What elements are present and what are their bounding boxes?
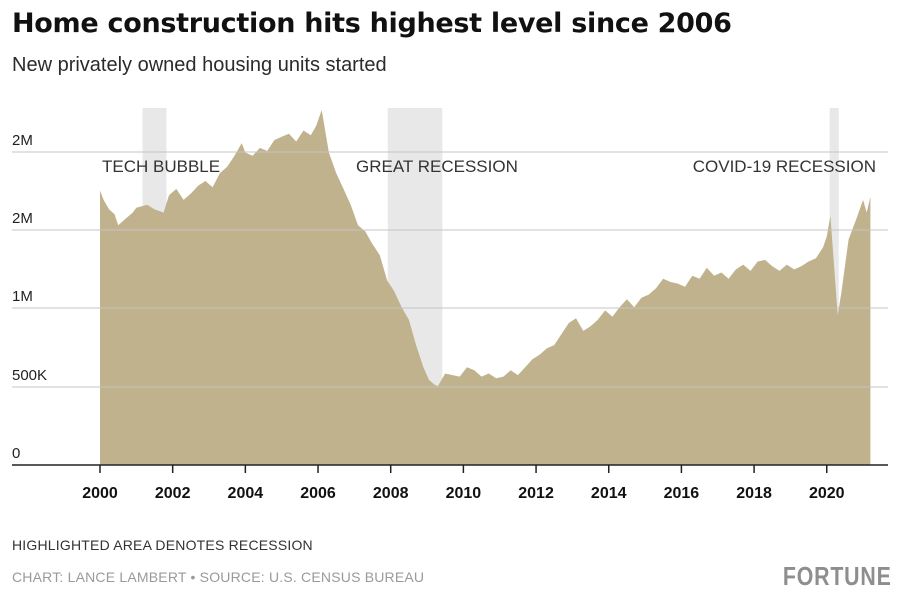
x-tick-label: 2008 (373, 485, 409, 502)
recession-label-3: COVID-19 RECESSION (693, 157, 876, 176)
chart-title: Home construction hits highest level sin… (12, 8, 732, 39)
y-tick-label: 500K (12, 367, 47, 384)
chart-subtitle: New privately owned housing units starte… (12, 54, 387, 76)
x-tick-label: 2020 (809, 485, 845, 502)
source-credit: CHART: LANCE LAMBERT • SOURCE: U.S. CENS… (12, 569, 425, 585)
plot-area (12, 110, 888, 465)
x-tick-label: 2000 (82, 485, 118, 502)
recession-label-2: GREAT RECESSION (356, 157, 518, 176)
x-tick-label: 2018 (736, 485, 772, 502)
x-tick-label: 2016 (664, 485, 700, 502)
recession-labels: TECH BUBBLE GREAT RECESSION COVID-19 RECES… (102, 157, 876, 176)
y-tick-label: 0 (12, 445, 20, 462)
axes: 0 500K 1M 2M 2M 2000 2002 2004 2006 2008 2010 2012 2… (12, 132, 888, 502)
fortune-logo: FORTUNE (783, 561, 892, 591)
y-tick-label: 2M (12, 132, 33, 149)
x-tick-label: 2014 (591, 485, 627, 502)
x-tick-label: 2004 (228, 485, 264, 502)
x-tick-label: 2006 (300, 485, 336, 502)
y-tick-label: 1M (12, 288, 33, 305)
x-tick-label: 2002 (155, 485, 191, 502)
recession-note: HIGHLIGHTED AREA DENOTES RECESSION (12, 537, 313, 553)
y-tick-label: 2M (12, 210, 33, 227)
x-tick-label: 2010 (446, 485, 482, 502)
x-tick-label: 2012 (518, 485, 554, 502)
housing-starts-chart: 0 500K 1M 2M 2M 2000 2002 2004 2006 2008 2010 2012 2… (12, 108, 888, 502)
housing-starts-area (100, 110, 871, 465)
recession-label-1: TECH BUBBLE (102, 157, 220, 176)
